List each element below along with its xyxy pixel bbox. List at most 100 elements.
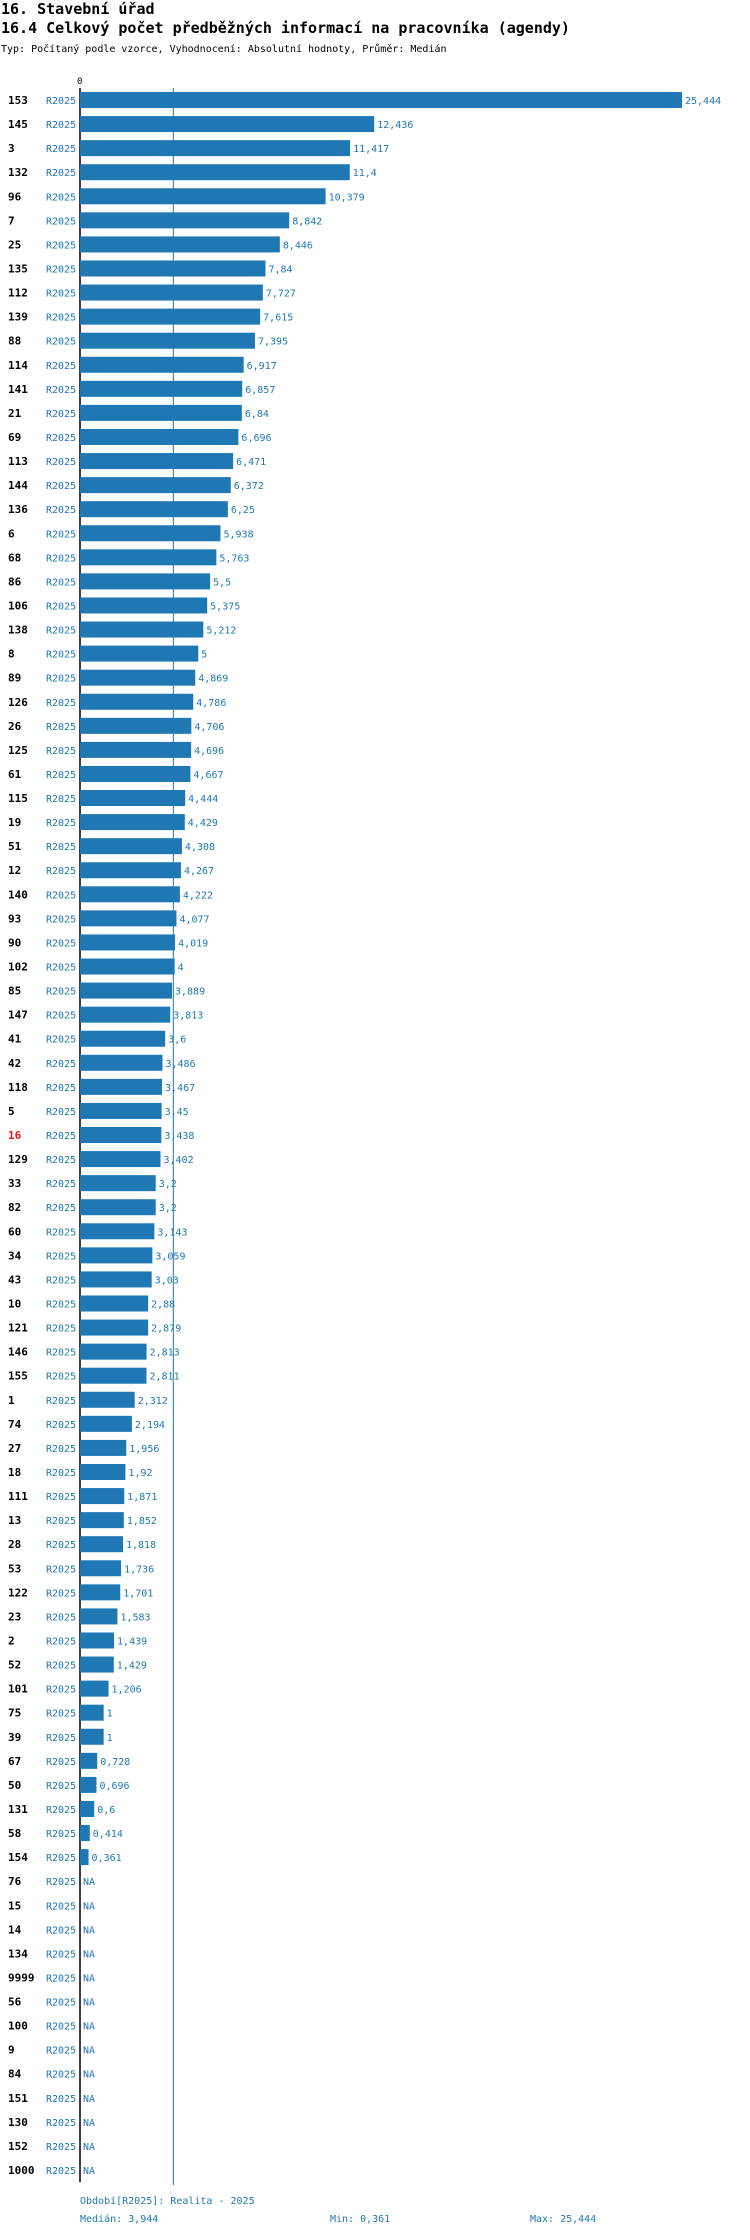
footer-max: Max: 25,444 (530, 2214, 597, 2225)
value-label: 3,2 (159, 1203, 177, 1214)
series-label: R2025 (46, 2022, 76, 2033)
value-label: 1,206 (112, 1685, 142, 1696)
series-label: R2025 (46, 601, 76, 612)
series-label: R2025 (46, 1444, 76, 1455)
row-id-label: 6 (8, 527, 15, 540)
series-label: R2025 (46, 818, 76, 829)
value-label: 6,471 (236, 457, 266, 468)
series-label: R2025 (46, 1998, 76, 2009)
bar (80, 886, 180, 903)
value-label: 5,375 (210, 601, 240, 612)
series-label: R2025 (46, 216, 76, 227)
bar (80, 790, 186, 807)
row-id-label: 82 (8, 1201, 21, 1214)
row-id-label: 74 (8, 1418, 22, 1431)
bar (80, 1102, 162, 1119)
series-label: R2025 (46, 529, 76, 540)
row-id-label: 67 (8, 1755, 21, 1768)
row-id-label: 9999 (8, 1971, 35, 1984)
bar (80, 428, 239, 445)
footer-median: Medián: 3,944 (80, 2214, 159, 2225)
row-id-label: 111 (8, 1490, 28, 1503)
series-label: R2025 (46, 1107, 76, 1118)
footer-min: Min: 0,361 (330, 2214, 391, 2225)
row-id-label: 146 (8, 1346, 28, 1359)
bar (80, 501, 228, 518)
value-label: 4,786 (196, 698, 226, 709)
axis-zero-tick-label: 0 (77, 77, 82, 87)
row-id-label: 144 (8, 479, 28, 492)
bar (80, 525, 221, 542)
bar (80, 356, 244, 373)
series-label: R2025 (46, 1035, 76, 1046)
series-label: R2025 (46, 1300, 76, 1311)
bar (80, 1704, 104, 1721)
row-id-label: 53 (8, 1562, 21, 1575)
value-label: NA (83, 2046, 95, 2057)
value-label: 1,871 (127, 1492, 157, 1503)
row-id-label: 112 (8, 287, 28, 300)
value-label: 5,212 (206, 626, 236, 637)
series-label: R2025 (46, 481, 76, 492)
value-label: 6,696 (241, 433, 271, 444)
value-label: 0,414 (93, 1829, 123, 1840)
series-label: R2025 (46, 746, 76, 757)
row-id-label: 129 (8, 1153, 28, 1166)
row-id-label: 50 (8, 1779, 21, 1792)
value-label: 2,312 (138, 1396, 168, 1407)
value-label: NA (83, 1973, 95, 1984)
value-label: 1,92 (128, 1468, 152, 1479)
bar (80, 1343, 147, 1360)
value-label: 4,019 (178, 938, 208, 949)
row-id-label: 102 (8, 961, 28, 974)
row-id-label: 56 (8, 1996, 22, 2009)
value-label: 3,6 (168, 1035, 186, 1046)
row-id-label: 41 (8, 1033, 22, 1046)
row-id-label: 8 (8, 648, 15, 661)
bar (80, 332, 255, 349)
row-id-label: 25 (8, 238, 21, 251)
series-label: R2025 (46, 1083, 76, 1094)
value-label: 3,813 (173, 1011, 203, 1022)
row-id-label: 27 (8, 1442, 21, 1455)
series-label: R2025 (46, 1275, 76, 1286)
value-label: 12,436 (377, 120, 413, 131)
value-label: 1,439 (117, 1636, 147, 1647)
series-label: R2025 (46, 1131, 76, 1142)
series-label: R2025 (46, 794, 76, 805)
row-id-label: 7 (8, 214, 15, 227)
value-label: 4,267 (184, 866, 214, 877)
value-label: 5,938 (223, 529, 253, 540)
series-label: R2025 (46, 1973, 76, 1984)
value-label: 8,842 (292, 216, 322, 227)
section-title: 16. Stavební úřad (1, 0, 155, 18)
bar (80, 982, 173, 999)
value-label: 2,88 (151, 1300, 175, 1311)
bar (80, 1752, 98, 1769)
series-label: R2025 (46, 698, 76, 709)
value-label: NA (83, 2118, 95, 2129)
series-label: R2025 (46, 577, 76, 588)
series-label: R2025 (46, 1588, 76, 1599)
value-label: 4,869 (198, 674, 228, 685)
bar (80, 380, 243, 397)
series-label: R2025 (46, 1468, 76, 1479)
series-label: R2025 (46, 842, 76, 853)
row-id-label: 151 (8, 2092, 28, 2105)
row-id-label: 69 (8, 431, 21, 444)
series-label: R2025 (46, 1396, 76, 1407)
bar (80, 1367, 147, 1384)
series-label: R2025 (46, 1564, 76, 1575)
value-label: 1,583 (120, 1612, 150, 1623)
series-label: R2025 (46, 553, 76, 564)
row-id-label: 115 (8, 792, 28, 805)
row-id-label: 125 (8, 744, 28, 757)
series-label: R2025 (46, 1685, 76, 1696)
value-label: 11,4 (353, 168, 377, 179)
bar (80, 92, 682, 108)
row-id-label: 51 (8, 840, 22, 853)
series-label: R2025 (46, 1709, 76, 1720)
value-label: NA (83, 1925, 95, 1936)
row-id-label: 18 (8, 1466, 21, 1479)
row-id-label: 114 (8, 359, 28, 372)
